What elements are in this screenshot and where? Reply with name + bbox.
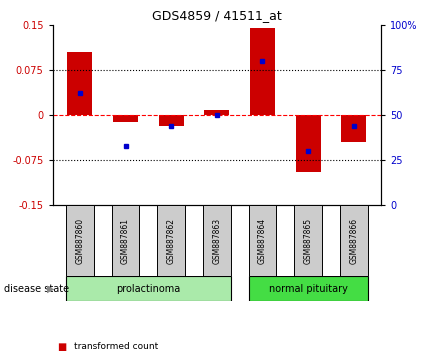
Bar <box>341 115 366 142</box>
Text: GSM887862: GSM887862 <box>167 218 176 264</box>
Bar <box>203 205 231 276</box>
Text: disease state: disease state <box>4 284 70 293</box>
Bar <box>250 28 275 115</box>
Bar <box>296 115 321 172</box>
Bar <box>248 276 367 301</box>
Bar <box>294 205 322 276</box>
Bar <box>159 115 184 126</box>
Bar <box>66 205 94 276</box>
Text: ▶: ▶ <box>46 284 54 293</box>
Bar <box>340 205 367 276</box>
Bar <box>112 205 139 276</box>
Text: GSM887863: GSM887863 <box>212 218 221 264</box>
Bar <box>248 205 276 276</box>
Bar <box>113 115 138 122</box>
Text: GSM887864: GSM887864 <box>258 218 267 264</box>
Text: ■: ■ <box>57 342 66 352</box>
Title: GDS4859 / 41511_at: GDS4859 / 41511_at <box>152 9 282 22</box>
Bar <box>67 52 92 115</box>
Text: GSM887860: GSM887860 <box>75 218 85 264</box>
Text: transformed count: transformed count <box>74 342 159 352</box>
Bar <box>204 110 230 115</box>
Text: GSM887866: GSM887866 <box>349 218 358 264</box>
Text: GSM887861: GSM887861 <box>121 218 130 264</box>
Text: normal pituitary: normal pituitary <box>268 284 347 293</box>
Text: prolactinoma: prolactinoma <box>116 284 180 293</box>
Text: GSM887865: GSM887865 <box>304 218 313 264</box>
Bar <box>66 276 231 301</box>
Bar <box>157 205 185 276</box>
